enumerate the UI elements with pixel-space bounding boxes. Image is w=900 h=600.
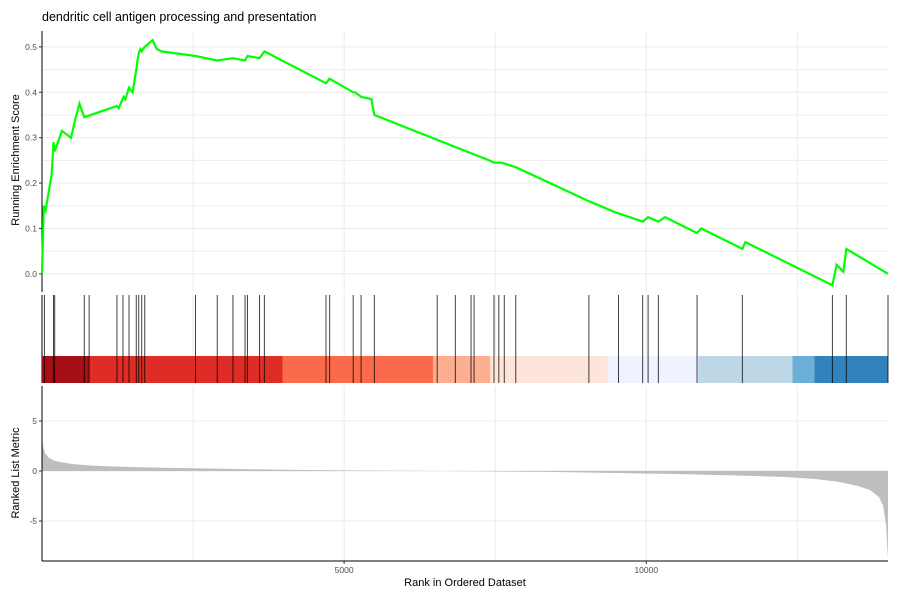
running-enrichment-gridlines (42, 31, 888, 292)
hits-panel (41, 295, 889, 383)
x-tick-label: 5000 (335, 565, 354, 575)
ranked-list-y-label: Ranked List Metric (10, 427, 22, 519)
color-band-6 (698, 356, 793, 383)
x-tick-label: 10000 (634, 565, 658, 575)
running-enrichment-y-tick-label: 0.4 (25, 87, 37, 97)
color-band-0 (42, 356, 90, 383)
color-band-3 (432, 356, 491, 383)
hits-gridlines (192, 295, 798, 356)
ranked-list-y-tick-label: 0 (32, 466, 37, 476)
color-band-8 (814, 356, 888, 383)
chart-title: dendritic cell antigen processing and pr… (42, 10, 317, 24)
gene-hit-ticks (43, 295, 889, 383)
color-band-4 (490, 356, 608, 383)
x-ticks: 5000 10000 (335, 561, 658, 575)
ranked-list-y-tick-label: -5 (29, 516, 37, 526)
rank-color-bar (42, 356, 888, 383)
ranked-list-area (42, 436, 888, 559)
running-enrichment-y-tick-label: 0.5 (25, 42, 37, 52)
running-enrichment-y-tick-label: 0.3 (25, 133, 37, 143)
x-axis-label: Rank in Ordered Dataset (404, 577, 526, 589)
color-band-1 (89, 356, 283, 383)
color-band-7 (792, 356, 815, 383)
running-enrichment-line (40, 38, 889, 287)
running-enrichment-y-tick-label: 0.2 (25, 178, 37, 188)
ranked-list-y-tick-label: 5 (32, 416, 37, 426)
ranked-list-panel: 5 0 -5 5000 10000 Ranked List Metric Rank i… (10, 386, 888, 589)
color-band-2 (282, 356, 433, 383)
running-enrichment-y-label: Running Enrichment Score (10, 94, 22, 225)
running-enrichment-y-ticks: 0.0 0.1 0.2 0.3 0.4 0.5 (25, 42, 42, 279)
running-enrichment-y-tick-label: 0.0 (25, 269, 37, 279)
running-enrichment-y-tick-label: 0.1 (25, 223, 37, 233)
running-enrichment-panel: 0.0 0.1 0.2 0.3 0.4 0.5 Running Enrichment Sc… (10, 31, 889, 292)
ranked-list-y-ticks: 5 0 -5 (29, 416, 42, 526)
color-band-5 (607, 356, 699, 383)
